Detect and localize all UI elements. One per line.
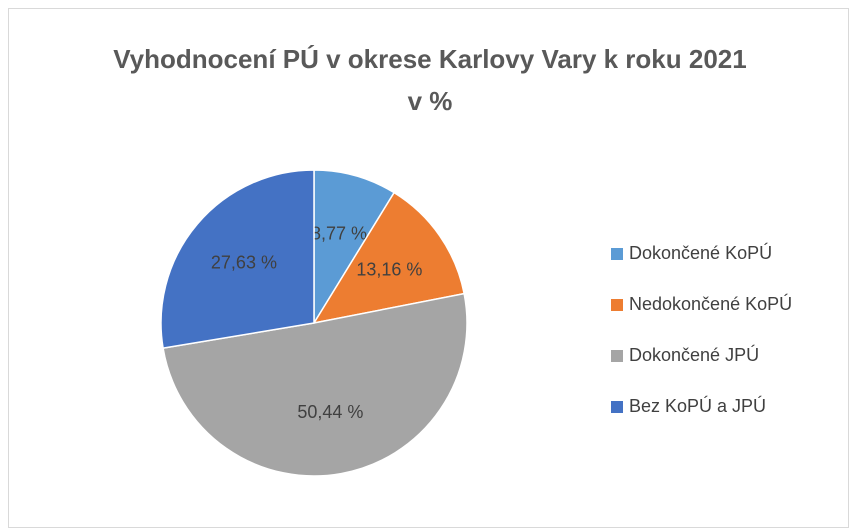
data-label: 8,77 % bbox=[311, 223, 367, 243]
data-label: 27,63 % bbox=[211, 252, 277, 272]
legend-label: Nedokončené KoPÚ bbox=[629, 293, 792, 314]
legend-swatch bbox=[611, 299, 623, 311]
legend-swatch bbox=[611, 350, 623, 362]
data-label: 13,16 % bbox=[356, 259, 422, 279]
pie-slice bbox=[312, 191, 466, 325]
legend-label: Dokončené KoPÚ bbox=[629, 242, 772, 263]
pie-slice bbox=[160, 169, 315, 350]
legend-label: Bez KoPÚ a JPÚ bbox=[629, 395, 766, 416]
chart-title: Vyhodnocení PÚ v okrese Karlovy Vary k r… bbox=[113, 44, 747, 116]
legend-swatch bbox=[611, 401, 623, 413]
pie-slice bbox=[313, 169, 396, 326]
legend-label: Dokončené JPÚ bbox=[629, 344, 759, 365]
legend-swatch bbox=[611, 248, 623, 260]
pie-slice bbox=[162, 292, 468, 477]
data-label: 50,44 % bbox=[297, 402, 363, 422]
